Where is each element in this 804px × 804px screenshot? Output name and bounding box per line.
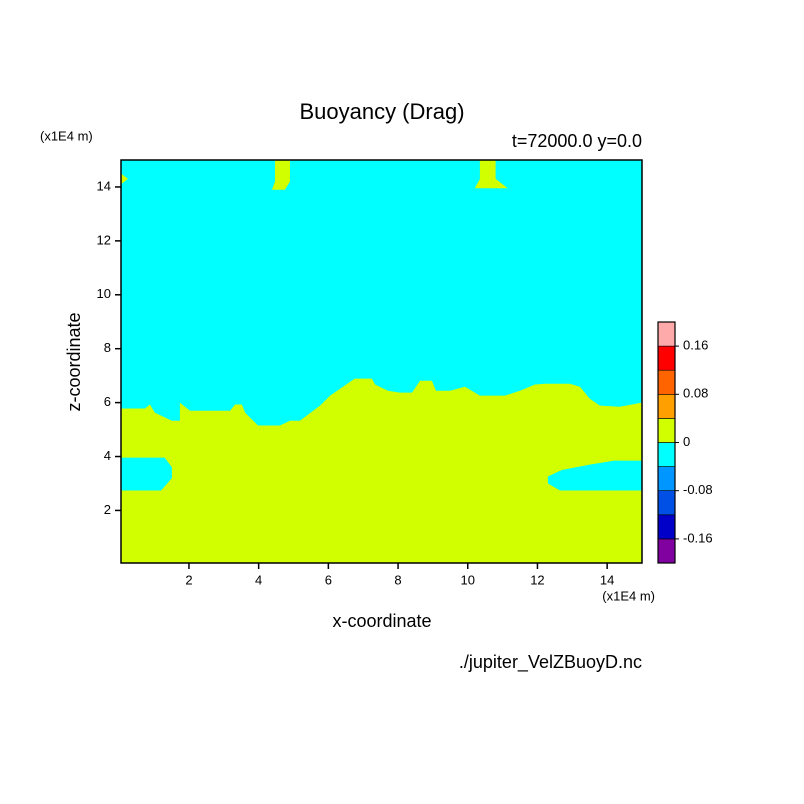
colorbar-tick-label: -0.16 [683,530,713,545]
colorbar-swatch [657,466,676,492]
x-tick-label: 14 [600,572,614,587]
colorbar-swatch [657,442,676,467]
colorbar-swatch [657,514,676,540]
y-unit: (x1E4 m) [40,128,93,143]
y-axis-label: z-coordinate [64,312,84,411]
contour-region [121,457,172,491]
x-tick-label: 8 [394,572,401,587]
x-unit: (x1E4 m) [602,588,655,603]
colorbar-tick-label: -0.08 [683,482,713,497]
colorbar-swatch [657,393,676,419]
y-tick-label: 8 [104,340,111,355]
contour-region [121,160,642,426]
colorbar-tick-label: 0.16 [683,338,708,353]
y-tick-label: 10 [97,286,111,301]
y-tick-label: 2 [104,502,111,517]
y-tick-label: 12 [97,232,111,247]
y-tick-label: 6 [104,394,111,409]
contour-region [547,460,642,491]
x-tick-label: 10 [461,572,475,587]
contour-region [474,160,508,189]
chart-title: Buoyancy (Drag) [299,99,464,124]
colorbar-swatch [657,538,676,564]
colorbar-swatch [657,345,676,371]
colorbar-swatch [657,369,676,395]
colorbar-swatch [657,418,676,443]
y-tick-label: 4 [104,448,111,463]
x-tick-label: 2 [185,572,192,587]
footer: ./jupiter_VelZBuoyD.nc [459,652,642,673]
chart-subtitle: t=72000.0 y=0.0 [512,131,642,151]
y-tick-label: 14 [97,178,111,193]
colorbar-tick-label: 0 [683,434,690,449]
x-tick-label: 12 [530,572,544,587]
plot-frame [120,159,643,564]
contour-region [271,160,290,190]
contour-region [121,173,128,185]
colorbar-swatch [657,490,676,516]
x-axis-label: x-coordinate [332,611,431,631]
x-tick-label: 6 [325,572,332,587]
x-tick-label: 4 [255,572,262,587]
colorbar-swatch [657,321,676,347]
colorbar-tick-label: 0.08 [683,386,708,401]
